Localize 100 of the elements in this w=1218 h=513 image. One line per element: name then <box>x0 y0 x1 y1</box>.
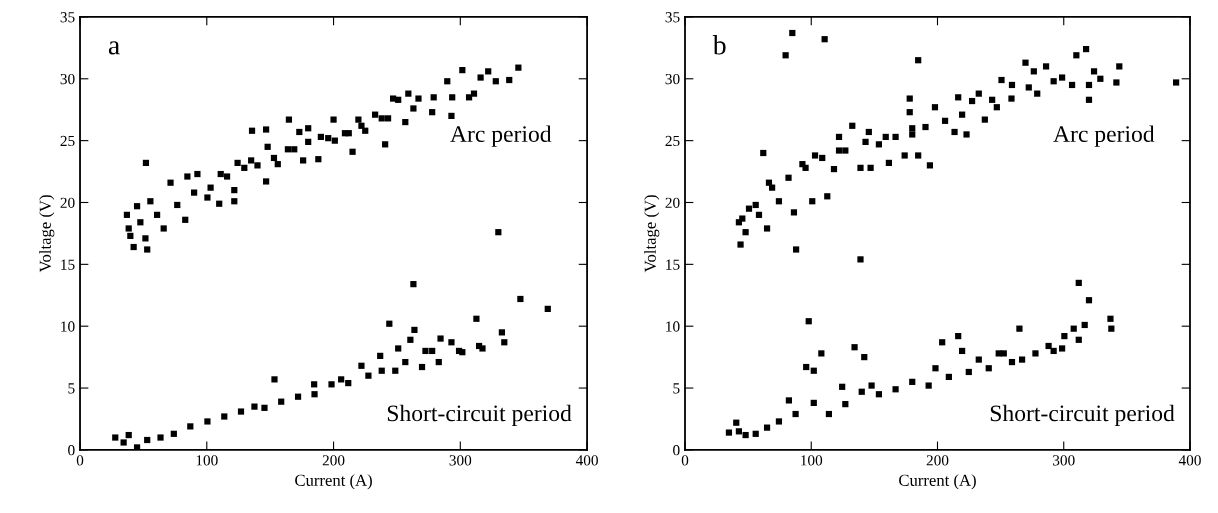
point <box>803 363 810 371</box>
point <box>395 345 402 352</box>
point <box>311 381 318 388</box>
point <box>965 368 972 376</box>
point <box>733 419 740 426</box>
y-tick-label: 25 <box>60 135 75 147</box>
point <box>735 428 743 435</box>
point <box>459 349 466 356</box>
y-tick-label: 25 <box>665 135 680 147</box>
point <box>868 382 875 389</box>
point <box>204 418 211 425</box>
y-tick-label: 10 <box>61 321 75 332</box>
point <box>517 295 524 303</box>
x-tick-label: 400 <box>575 455 598 466</box>
point <box>945 373 952 381</box>
point <box>311 391 318 398</box>
point <box>187 423 194 430</box>
point <box>495 229 502 236</box>
point <box>473 315 480 322</box>
annotation: Short-circuit period <box>990 404 1175 427</box>
point <box>785 397 793 404</box>
point <box>1000 350 1007 357</box>
x-tick-label: 400 <box>1178 455 1201 466</box>
point <box>377 352 384 359</box>
point <box>818 350 825 357</box>
point <box>842 401 849 408</box>
point <box>825 410 833 418</box>
x-tick-label: 300 <box>1053 455 1075 466</box>
y-tick-label: 30 <box>60 73 75 85</box>
point <box>120 439 127 446</box>
point <box>810 367 817 374</box>
point <box>932 365 939 372</box>
y-tick-label: 20 <box>60 197 75 208</box>
point <box>1016 325 1023 332</box>
point <box>1061 332 1068 340</box>
point <box>378 367 385 374</box>
point <box>1032 350 1039 357</box>
point <box>742 431 749 439</box>
point <box>858 388 865 395</box>
point <box>810 399 817 406</box>
y-tick-label: 35 <box>60 12 75 23</box>
x-tick-label: 100 <box>196 455 218 466</box>
y-tick-label: 20 <box>665 197 680 208</box>
point <box>1085 297 1093 304</box>
point <box>407 336 414 343</box>
y-tick-label: 5 <box>673 383 680 394</box>
y-tick-label: 0 <box>673 445 680 456</box>
point <box>365 372 372 379</box>
point <box>985 365 992 372</box>
point <box>1045 342 1052 350</box>
point <box>157 434 164 441</box>
annotation: Arc period <box>450 125 552 147</box>
point <box>144 436 151 444</box>
point <box>437 335 444 342</box>
x-tick-label: 200 <box>322 455 345 466</box>
point <box>725 429 733 436</box>
point <box>1070 325 1077 332</box>
point <box>435 358 442 366</box>
point <box>392 367 399 374</box>
y-tick-label: 30 <box>665 73 680 85</box>
point <box>839 383 846 390</box>
point <box>752 430 759 437</box>
point <box>1075 336 1082 343</box>
point <box>875 391 883 398</box>
y-tick-label: 15 <box>61 259 75 270</box>
y-axis-title: Voltage (V) <box>644 195 660 273</box>
point <box>939 339 946 346</box>
point <box>959 347 966 355</box>
point <box>1058 345 1066 352</box>
point <box>112 434 119 441</box>
x-axis-title: Current (A) <box>899 474 976 490</box>
point <box>271 376 278 383</box>
point <box>544 305 551 312</box>
point <box>429 347 436 355</box>
point <box>386 320 393 327</box>
point <box>410 281 417 288</box>
point <box>1081 321 1088 329</box>
y-tick-label: 5 <box>68 383 75 394</box>
point <box>338 376 345 383</box>
point <box>498 329 505 336</box>
x-tick-label: 200 <box>926 455 949 466</box>
point <box>422 347 429 355</box>
annotation: Short-circuit period <box>387 404 572 427</box>
point <box>1018 356 1026 363</box>
point <box>170 430 177 437</box>
point <box>909 378 916 385</box>
point <box>892 386 899 393</box>
point <box>1075 279 1082 286</box>
point <box>763 424 771 431</box>
point <box>861 354 868 361</box>
annotation: a <box>108 41 120 55</box>
point <box>1050 347 1057 355</box>
point <box>345 379 352 387</box>
annotation: b <box>712 35 726 55</box>
x-tick-label: 0 <box>76 455 84 466</box>
point <box>1107 315 1114 322</box>
point <box>418 363 426 371</box>
point <box>1108 325 1115 332</box>
point <box>501 339 508 346</box>
point <box>358 362 365 369</box>
